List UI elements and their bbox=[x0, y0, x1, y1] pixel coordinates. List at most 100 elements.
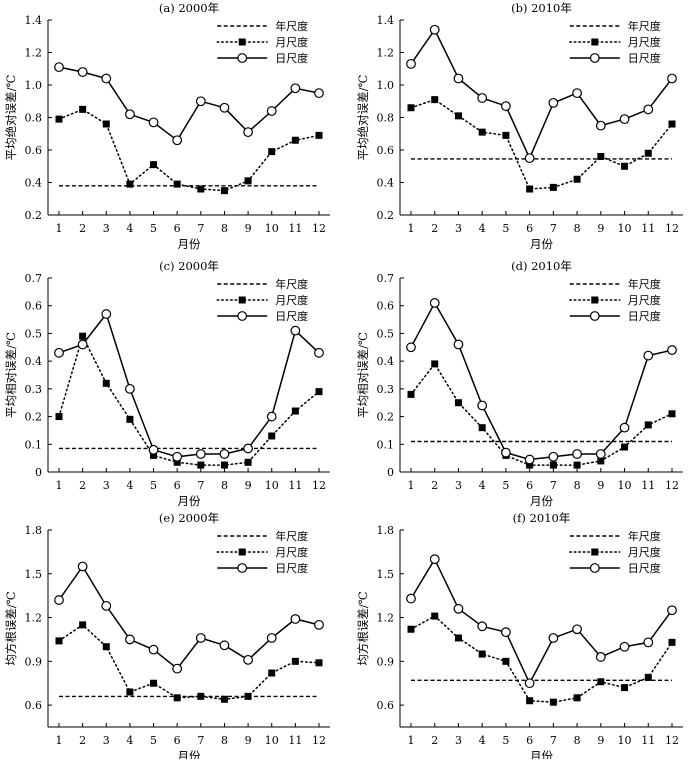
y-tick-label: 0.1 bbox=[377, 438, 395, 451]
x-tick-label: 8 bbox=[221, 734, 228, 747]
data-point-daily bbox=[54, 62, 64, 73]
data-point-monthly bbox=[431, 612, 439, 620]
data-point-daily bbox=[314, 619, 324, 630]
data-point-daily bbox=[477, 93, 488, 103]
series-line-daily bbox=[410, 301, 673, 461]
chart-panel-b: 0.20.40.60.81.01.21.41 2 3 4 5 6 7 8 9 10 11 12月份平均… bbox=[356, 1, 683, 251]
x-tick-label: 10 bbox=[265, 479, 279, 492]
series-line-monthly bbox=[410, 615, 673, 703]
data-point-monthly bbox=[102, 643, 110, 651]
series-line-daily bbox=[58, 66, 320, 142]
data-point-monthly bbox=[454, 634, 462, 642]
data-point-daily bbox=[477, 621, 488, 632]
x-tick-label: 10 bbox=[618, 734, 632, 747]
chart-panel-d: 00.10.20.30.40.50.60.71 2 3 4 5 6 7 8 9 10 11 12月份平… bbox=[356, 259, 683, 508]
x-tick-label: 7 bbox=[197, 222, 204, 235]
x-tick-label: 11 bbox=[641, 734, 655, 747]
data-point-monthly bbox=[407, 390, 415, 398]
data-point-daily bbox=[524, 678, 535, 689]
data-point-daily bbox=[548, 97, 559, 108]
y-tick-label: 0.8 bbox=[25, 112, 43, 125]
data-point-daily bbox=[314, 88, 324, 99]
data-point-monthly bbox=[597, 153, 605, 160]
x-tick-label: 11 bbox=[288, 479, 302, 492]
x-tick-label: 7 bbox=[197, 734, 204, 747]
y-tick-label: 0.5 bbox=[25, 327, 43, 340]
x-tick-label: 1 bbox=[408, 734, 415, 747]
x-tick-label: 3 bbox=[103, 734, 110, 747]
data-point-daily bbox=[125, 634, 135, 645]
y-tick-label: 0.7 bbox=[377, 272, 395, 285]
data-point-daily bbox=[77, 339, 88, 350]
data-point-monthly bbox=[150, 161, 158, 169]
y-tick-label: 0.2 bbox=[377, 209, 395, 222]
chart-panel-e: 0.60.91.21.51.81 2 3 4 5 6 7 8 9 10 11 12月份均方根误差/℃(… bbox=[4, 511, 330, 763]
data-point-monthly bbox=[197, 461, 205, 469]
legend-label: 日尺度 bbox=[275, 561, 308, 575]
data-point-daily bbox=[101, 73, 112, 84]
data-point-daily bbox=[219, 449, 230, 459]
data-point-daily bbox=[667, 345, 677, 355]
legend-label: 年尺度 bbox=[275, 529, 308, 543]
x-axis-title: 月份 bbox=[530, 749, 553, 759]
x-tick-label: 6 bbox=[526, 479, 533, 492]
legend-marker-monthly bbox=[591, 296, 599, 304]
x-tick-label: 2 bbox=[431, 222, 438, 235]
y-tick-label: 0.3 bbox=[377, 383, 395, 396]
panel-title: (a) 2000年 bbox=[159, 1, 219, 15]
data-point-monthly bbox=[102, 120, 110, 128]
data-point-monthly bbox=[431, 360, 439, 368]
legend-marker-monthly bbox=[591, 38, 599, 46]
y-tick-label: 0.2 bbox=[25, 411, 43, 424]
x-tick-label: 9 bbox=[597, 734, 604, 747]
legend-label: 年尺度 bbox=[275, 19, 308, 33]
data-point-monthly bbox=[315, 388, 323, 396]
data-point-daily bbox=[101, 600, 112, 611]
x-tick-label: 3 bbox=[103, 479, 110, 492]
x-tick-label: 1 bbox=[408, 479, 415, 492]
data-point-monthly bbox=[431, 96, 439, 104]
data-point-daily bbox=[195, 449, 206, 459]
x-tick-label: 3 bbox=[103, 222, 110, 235]
data-point-monthly bbox=[573, 694, 581, 702]
legend-label: 月尺度 bbox=[275, 293, 308, 307]
legend-label: 月尺度 bbox=[275, 35, 308, 49]
data-point-daily bbox=[524, 153, 535, 164]
data-point-monthly bbox=[173, 180, 181, 188]
y-axis-title: 平均绝对误差/℃ bbox=[356, 75, 370, 161]
x-tick-label: 8 bbox=[574, 222, 581, 235]
data-point-daily bbox=[643, 104, 654, 115]
data-point-daily bbox=[101, 309, 112, 319]
data-point-daily bbox=[219, 640, 230, 651]
chart-panel-c: 00.10.20.30.40.50.60.71 2 3 4 5 6 7 8 9 10 11 12月份平… bbox=[4, 259, 330, 508]
x-tick-label: 1 bbox=[408, 222, 415, 235]
legend-marker-daily bbox=[237, 563, 248, 573]
data-point-monthly bbox=[244, 458, 252, 466]
data-point-daily bbox=[219, 102, 230, 113]
x-tick-label: 5 bbox=[150, 479, 157, 492]
x-tick-label: 4 bbox=[479, 222, 486, 235]
legend-marker-monthly bbox=[238, 548, 246, 556]
legend-marker-daily bbox=[237, 311, 248, 321]
x-tick-label: 10 bbox=[618, 479, 632, 492]
data-point-monthly bbox=[244, 177, 252, 185]
data-point-daily bbox=[54, 595, 64, 605]
y-tick-label: 0.9 bbox=[377, 655, 395, 668]
x-axis-title: 月份 bbox=[530, 237, 553, 251]
x-tick-label: 1 bbox=[56, 222, 63, 235]
data-point-monthly bbox=[55, 637, 63, 645]
data-point-daily bbox=[125, 383, 135, 394]
x-tick-label: 2 bbox=[79, 479, 86, 492]
x-tick-label: 5 bbox=[502, 734, 509, 747]
data-point-daily bbox=[406, 593, 416, 604]
data-point-monthly bbox=[197, 692, 205, 700]
y-tick-label: 0.2 bbox=[25, 209, 43, 222]
y-tick-label: 1.2 bbox=[377, 612, 395, 625]
x-tick-label: 9 bbox=[597, 479, 604, 492]
data-point-daily bbox=[643, 350, 654, 361]
data-point-monthly bbox=[597, 678, 605, 686]
panel-title: (b) 2010年 bbox=[511, 1, 572, 15]
x-axis-title: 月份 bbox=[178, 749, 201, 759]
x-tick-label: 4 bbox=[479, 734, 486, 747]
